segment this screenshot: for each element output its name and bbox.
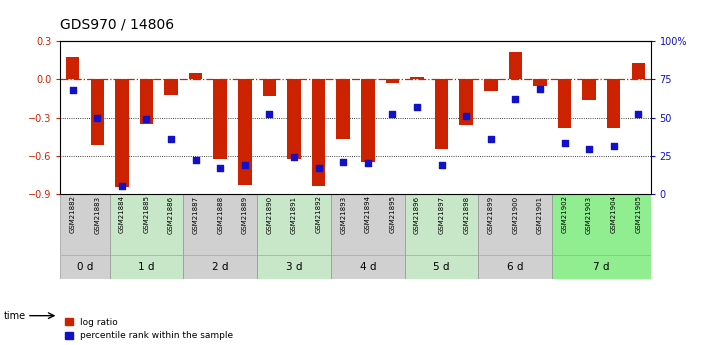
Bar <box>552 194 651 255</box>
Point <box>436 162 447 167</box>
Bar <box>115 79 129 187</box>
Text: GSM21894: GSM21894 <box>365 196 371 234</box>
Text: GSM21892: GSM21892 <box>316 196 321 234</box>
Point <box>461 113 472 119</box>
Bar <box>257 255 331 279</box>
Point <box>608 144 619 149</box>
Point <box>362 160 373 166</box>
Point <box>510 97 521 102</box>
Bar <box>109 194 183 255</box>
Text: GSM21891: GSM21891 <box>291 196 297 234</box>
Legend: log ratio, percentile rank within the sample: log ratio, percentile rank within the sa… <box>65 318 233 341</box>
Point <box>67 87 78 93</box>
Bar <box>557 79 571 128</box>
Text: GSM21895: GSM21895 <box>390 196 395 234</box>
Point <box>584 147 595 152</box>
Bar <box>183 255 257 279</box>
Bar <box>60 255 109 279</box>
Point <box>92 115 103 120</box>
Text: GSM21888: GSM21888 <box>218 196 223 234</box>
Text: 7 d: 7 d <box>593 262 609 272</box>
Point <box>190 157 201 163</box>
Text: GSM21904: GSM21904 <box>611 196 616 234</box>
Text: GSM21884: GSM21884 <box>119 196 125 234</box>
Bar <box>631 63 645 79</box>
Text: GSM21897: GSM21897 <box>439 196 444 234</box>
Bar <box>164 79 178 95</box>
Bar <box>90 79 104 146</box>
Bar <box>607 79 621 128</box>
Bar <box>257 194 331 255</box>
Bar <box>262 79 276 96</box>
Text: GSM21893: GSM21893 <box>340 196 346 234</box>
Point <box>141 116 152 122</box>
Bar <box>405 255 479 279</box>
Bar <box>331 255 405 279</box>
Bar <box>508 51 522 79</box>
Bar <box>183 194 257 255</box>
Point <box>264 112 275 117</box>
Point <box>338 159 349 165</box>
Text: GSM21883: GSM21883 <box>95 196 100 234</box>
Bar <box>405 194 479 255</box>
Text: GSM21885: GSM21885 <box>144 196 149 234</box>
Text: 0 d: 0 d <box>77 262 93 272</box>
Bar <box>361 79 375 162</box>
Bar <box>484 79 498 91</box>
Point <box>166 136 177 141</box>
Text: GSM21902: GSM21902 <box>562 196 567 234</box>
Point <box>633 112 644 117</box>
Text: GSM21887: GSM21887 <box>193 196 198 234</box>
Point <box>559 141 570 146</box>
Text: time: time <box>4 311 26 321</box>
Bar <box>287 79 301 159</box>
Text: GSM21903: GSM21903 <box>586 196 592 234</box>
Text: GSM21882: GSM21882 <box>70 196 76 234</box>
Bar <box>238 79 252 185</box>
Bar <box>459 79 473 125</box>
Bar <box>109 255 183 279</box>
Text: 1 d: 1 d <box>138 262 155 272</box>
Text: GSM21900: GSM21900 <box>513 196 518 234</box>
Text: GSM21890: GSM21890 <box>267 196 272 234</box>
Text: GSM21898: GSM21898 <box>463 196 469 234</box>
Point <box>534 86 545 91</box>
Bar <box>582 79 596 100</box>
Point <box>289 154 300 160</box>
Point <box>215 165 226 170</box>
Bar <box>533 79 547 86</box>
Text: GSM21905: GSM21905 <box>635 196 641 234</box>
Bar <box>331 194 405 255</box>
Bar <box>385 79 399 83</box>
Bar <box>479 194 552 255</box>
Bar <box>312 79 326 186</box>
Bar <box>410 77 424 79</box>
Text: 4 d: 4 d <box>360 262 376 272</box>
Bar <box>213 79 227 159</box>
Point <box>116 183 127 189</box>
Bar <box>336 79 350 139</box>
Point <box>313 165 324 170</box>
Bar <box>189 73 203 79</box>
Bar <box>140 79 154 124</box>
Bar <box>435 79 449 149</box>
Text: 3 d: 3 d <box>286 262 302 272</box>
Text: GSM21896: GSM21896 <box>414 196 420 234</box>
Point <box>387 112 398 117</box>
Text: GSM21901: GSM21901 <box>537 196 543 234</box>
Bar <box>66 57 80 79</box>
Text: 2 d: 2 d <box>212 262 228 272</box>
Text: GSM21899: GSM21899 <box>488 196 493 234</box>
Point <box>239 162 250 167</box>
Bar <box>60 194 109 255</box>
Bar <box>552 255 651 279</box>
Text: 5 d: 5 d <box>433 262 450 272</box>
Point <box>411 104 422 110</box>
Point <box>485 136 496 141</box>
Bar <box>479 255 552 279</box>
Text: 6 d: 6 d <box>507 262 523 272</box>
Text: GSM21889: GSM21889 <box>242 196 248 234</box>
Text: GSM21886: GSM21886 <box>168 196 174 234</box>
Text: GDS970 / 14806: GDS970 / 14806 <box>60 17 175 31</box>
